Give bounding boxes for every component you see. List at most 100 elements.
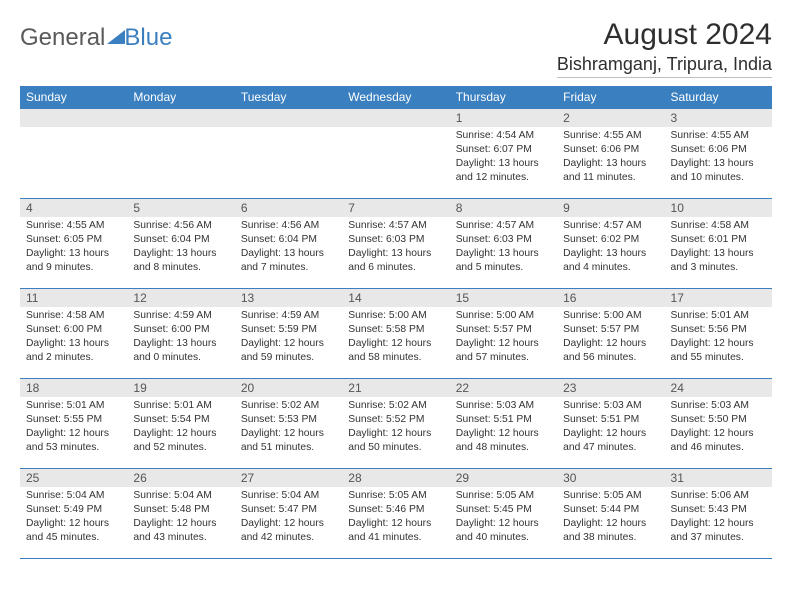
calendar-week-row: 1Sunrise: 4:54 AMSunset: 6:07 PMDaylight… (20, 109, 772, 199)
calendar-cell: 3Sunrise: 4:55 AMSunset: 6:06 PMDaylight… (665, 109, 772, 199)
day-number: 10 (665, 199, 772, 217)
day-details: Sunrise: 5:04 AMSunset: 5:49 PMDaylight:… (20, 487, 127, 549)
calendar-body: 1Sunrise: 4:54 AMSunset: 6:07 PMDaylight… (20, 109, 772, 559)
weekday-header: Tuesday (235, 86, 342, 109)
calendar-cell: 5Sunrise: 4:56 AMSunset: 6:04 PMDaylight… (127, 199, 234, 289)
day-details: Sunrise: 5:05 AMSunset: 5:44 PMDaylight:… (557, 487, 664, 549)
day-number-empty (342, 109, 449, 127)
day-number: 31 (665, 469, 772, 487)
logo-text-2: Blue (124, 24, 172, 52)
header: General Blue August 2024 Bishramganj, Tr… (20, 18, 772, 78)
day-details: Sunrise: 5:02 AMSunset: 5:52 PMDaylight:… (342, 397, 449, 459)
day-number: 2 (557, 109, 664, 127)
day-number: 4 (20, 199, 127, 217)
day-details: Sunrise: 5:01 AMSunset: 5:56 PMDaylight:… (665, 307, 772, 369)
calendar-cell: 6Sunrise: 4:56 AMSunset: 6:04 PMDaylight… (235, 199, 342, 289)
day-details: Sunrise: 4:59 AMSunset: 5:59 PMDaylight:… (235, 307, 342, 369)
day-number: 27 (235, 469, 342, 487)
day-number: 28 (342, 469, 449, 487)
calendar-week-row: 25Sunrise: 5:04 AMSunset: 5:49 PMDayligh… (20, 469, 772, 559)
day-number: 15 (450, 289, 557, 307)
day-details: Sunrise: 4:56 AMSunset: 6:04 PMDaylight:… (127, 217, 234, 279)
page-subtitle: Bishramganj, Tripura, India (557, 54, 772, 78)
day-details: Sunrise: 5:04 AMSunset: 5:47 PMDaylight:… (235, 487, 342, 549)
logo-text-1: General (20, 24, 105, 52)
calendar-cell: 20Sunrise: 5:02 AMSunset: 5:53 PMDayligh… (235, 379, 342, 469)
day-number: 23 (557, 379, 664, 397)
calendar-cell: 28Sunrise: 5:05 AMSunset: 5:46 PMDayligh… (342, 469, 449, 559)
logo: General Blue (20, 24, 172, 52)
day-number: 7 (342, 199, 449, 217)
calendar-cell (342, 109, 449, 199)
weekday-header: Sunday (20, 86, 127, 109)
day-number: 21 (342, 379, 449, 397)
calendar-cell (127, 109, 234, 199)
weekday-header: Saturday (665, 86, 772, 109)
weekday-header: Friday (557, 86, 664, 109)
calendar-cell: 18Sunrise: 5:01 AMSunset: 5:55 PMDayligh… (20, 379, 127, 469)
day-details: Sunrise: 4:58 AMSunset: 6:00 PMDaylight:… (20, 307, 127, 369)
day-number: 14 (342, 289, 449, 307)
day-number: 25 (20, 469, 127, 487)
calendar-week-row: 4Sunrise: 4:55 AMSunset: 6:05 PMDaylight… (20, 199, 772, 289)
calendar-cell: 17Sunrise: 5:01 AMSunset: 5:56 PMDayligh… (665, 289, 772, 379)
day-number: 16 (557, 289, 664, 307)
day-details: Sunrise: 5:00 AMSunset: 5:57 PMDaylight:… (557, 307, 664, 369)
calendar-cell: 11Sunrise: 4:58 AMSunset: 6:00 PMDayligh… (20, 289, 127, 379)
day-number: 3 (665, 109, 772, 127)
calendar-cell: 21Sunrise: 5:02 AMSunset: 5:52 PMDayligh… (342, 379, 449, 469)
day-number-empty (235, 109, 342, 127)
day-details: Sunrise: 5:00 AMSunset: 5:58 PMDaylight:… (342, 307, 449, 369)
day-details: Sunrise: 5:03 AMSunset: 5:51 PMDaylight:… (450, 397, 557, 459)
day-details: Sunrise: 4:55 AMSunset: 6:05 PMDaylight:… (20, 217, 127, 279)
calendar-cell: 25Sunrise: 5:04 AMSunset: 5:49 PMDayligh… (20, 469, 127, 559)
day-details: Sunrise: 5:00 AMSunset: 5:57 PMDaylight:… (450, 307, 557, 369)
page-title: August 2024 (557, 18, 772, 52)
day-number: 12 (127, 289, 234, 307)
day-number: 18 (20, 379, 127, 397)
calendar-cell: 13Sunrise: 4:59 AMSunset: 5:59 PMDayligh… (235, 289, 342, 379)
logo-triangle-icon (107, 30, 125, 44)
calendar-cell: 19Sunrise: 5:01 AMSunset: 5:54 PMDayligh… (127, 379, 234, 469)
day-number: 20 (235, 379, 342, 397)
day-details: Sunrise: 4:55 AMSunset: 6:06 PMDaylight:… (557, 127, 664, 189)
weekday-header: Monday (127, 86, 234, 109)
day-details: Sunrise: 4:59 AMSunset: 6:00 PMDaylight:… (127, 307, 234, 369)
day-details: Sunrise: 4:56 AMSunset: 6:04 PMDaylight:… (235, 217, 342, 279)
day-number-empty (20, 109, 127, 127)
calendar-cell: 30Sunrise: 5:05 AMSunset: 5:44 PMDayligh… (557, 469, 664, 559)
day-details: Sunrise: 5:05 AMSunset: 5:46 PMDaylight:… (342, 487, 449, 549)
day-number: 13 (235, 289, 342, 307)
calendar-cell: 24Sunrise: 5:03 AMSunset: 5:50 PMDayligh… (665, 379, 772, 469)
calendar-cell (20, 109, 127, 199)
weekday-header: Thursday (450, 86, 557, 109)
day-details: Sunrise: 5:03 AMSunset: 5:50 PMDaylight:… (665, 397, 772, 459)
calendar-cell: 15Sunrise: 5:00 AMSunset: 5:57 PMDayligh… (450, 289, 557, 379)
calendar-cell: 1Sunrise: 4:54 AMSunset: 6:07 PMDaylight… (450, 109, 557, 199)
day-number: 1 (450, 109, 557, 127)
day-number: 24 (665, 379, 772, 397)
calendar-cell: 29Sunrise: 5:05 AMSunset: 5:45 PMDayligh… (450, 469, 557, 559)
day-details: Sunrise: 4:57 AMSunset: 6:03 PMDaylight:… (342, 217, 449, 279)
calendar-cell (235, 109, 342, 199)
day-number: 19 (127, 379, 234, 397)
calendar-table: SundayMondayTuesdayWednesdayThursdayFrid… (20, 86, 772, 559)
day-number: 5 (127, 199, 234, 217)
day-number: 6 (235, 199, 342, 217)
day-details: Sunrise: 5:01 AMSunset: 5:54 PMDaylight:… (127, 397, 234, 459)
day-details: Sunrise: 5:06 AMSunset: 5:43 PMDaylight:… (665, 487, 772, 549)
calendar-cell: 26Sunrise: 5:04 AMSunset: 5:48 PMDayligh… (127, 469, 234, 559)
calendar-cell: 4Sunrise: 4:55 AMSunset: 6:05 PMDaylight… (20, 199, 127, 289)
day-number: 17 (665, 289, 772, 307)
day-details: Sunrise: 5:05 AMSunset: 5:45 PMDaylight:… (450, 487, 557, 549)
day-details: Sunrise: 5:02 AMSunset: 5:53 PMDaylight:… (235, 397, 342, 459)
day-details: Sunrise: 4:58 AMSunset: 6:01 PMDaylight:… (665, 217, 772, 279)
calendar-week-row: 11Sunrise: 4:58 AMSunset: 6:00 PMDayligh… (20, 289, 772, 379)
calendar-cell: 9Sunrise: 4:57 AMSunset: 6:02 PMDaylight… (557, 199, 664, 289)
day-details: Sunrise: 5:01 AMSunset: 5:55 PMDaylight:… (20, 397, 127, 459)
calendar-cell: 10Sunrise: 4:58 AMSunset: 6:01 PMDayligh… (665, 199, 772, 289)
calendar-week-row: 18Sunrise: 5:01 AMSunset: 5:55 PMDayligh… (20, 379, 772, 469)
day-number: 8 (450, 199, 557, 217)
day-number: 22 (450, 379, 557, 397)
day-number: 11 (20, 289, 127, 307)
